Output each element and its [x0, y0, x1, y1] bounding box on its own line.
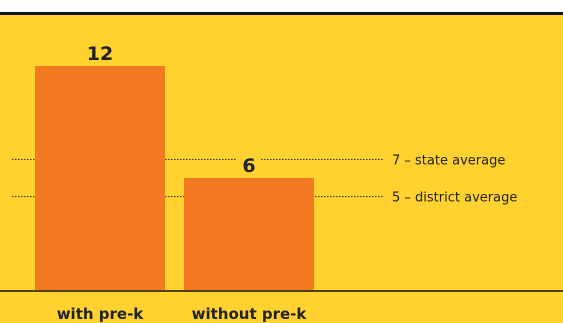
- top-rule: [0, 0, 563, 15]
- data-label: 6: [242, 155, 255, 177]
- reference-line-label: 5 – district average: [392, 191, 517, 206]
- data-label-backdrop: [237, 154, 261, 176]
- bar: [184, 178, 314, 290]
- data-label: 12: [87, 43, 113, 65]
- category-label: with pre-k: [57, 305, 145, 323]
- bar: [35, 66, 165, 290]
- reference-line-label: 7 – state average: [392, 153, 505, 168]
- category-label: without pre-k: [192, 305, 308, 323]
